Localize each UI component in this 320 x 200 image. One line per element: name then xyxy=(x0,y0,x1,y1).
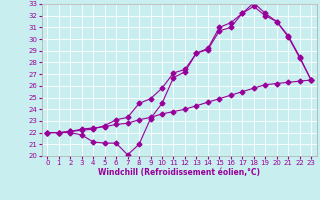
X-axis label: Windchill (Refroidissement éolien,°C): Windchill (Refroidissement éolien,°C) xyxy=(98,168,260,177)
